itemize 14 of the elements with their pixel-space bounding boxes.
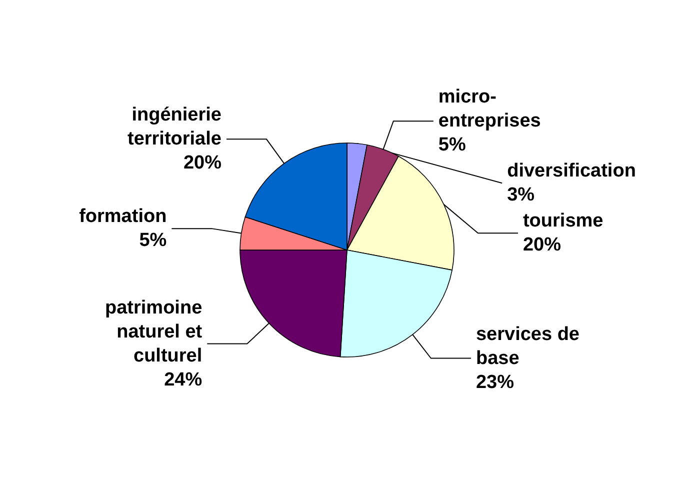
slice-label: patrimoine naturel et culturel [105,297,203,366]
slice-label: micro- entreprises [438,86,541,132]
slice-label: tourisme [522,210,604,232]
data-label: 20% [183,152,222,174]
data-label: 24% [164,369,202,390]
data-label: 20% [522,234,562,256]
slice-label: formation [79,206,167,228]
slice-label: diversification [507,160,636,182]
slice-label: ingénierie territoriale [127,104,222,150]
slice-label: services de base [476,324,580,369]
data-label: 23% [476,372,514,393]
data-label: 3% [507,184,535,206]
data-label: 5% [139,230,167,252]
data-label: 5% [438,134,466,156]
